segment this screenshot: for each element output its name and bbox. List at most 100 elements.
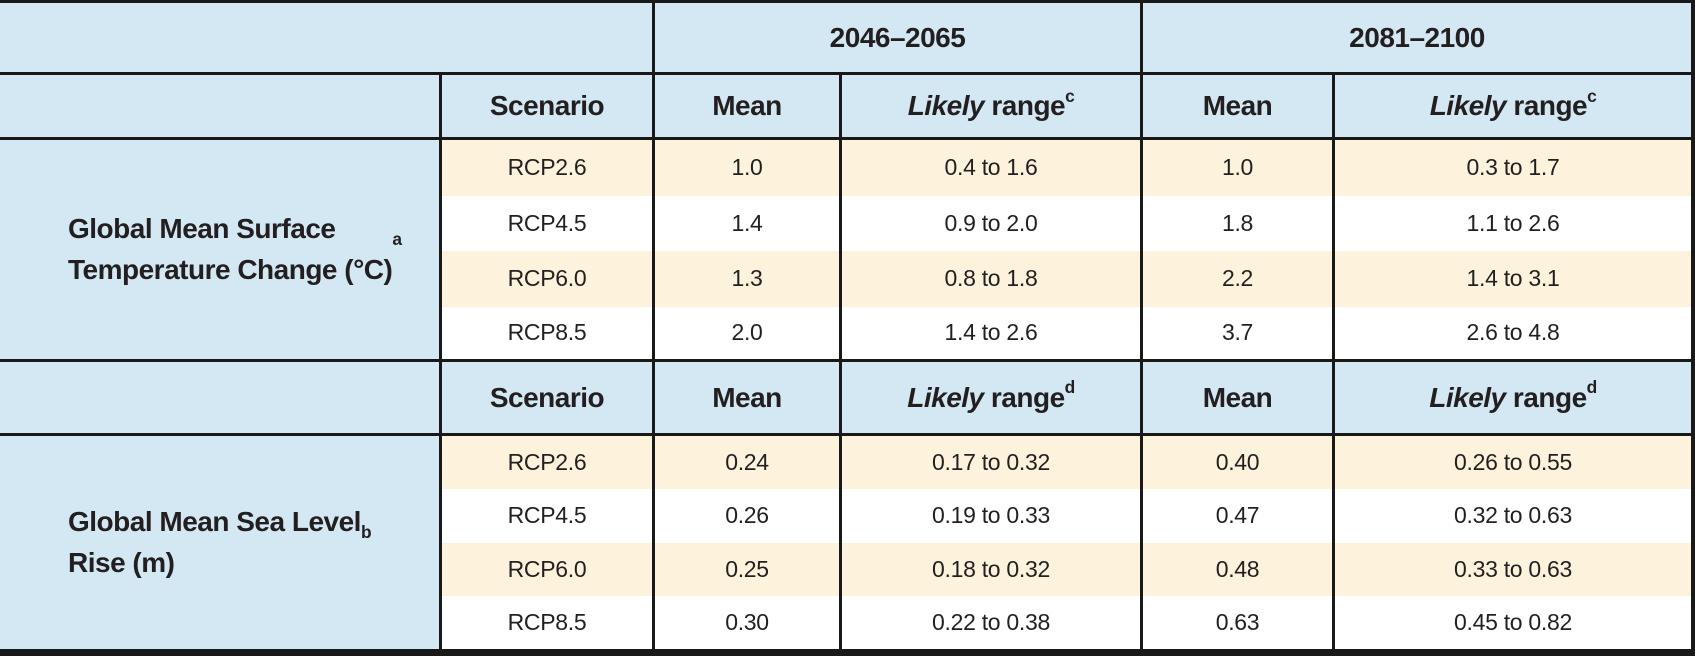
range-value: 0.3 to 1.7 — [1466, 154, 1560, 181]
blank-header-cell — [0, 75, 439, 140]
footnote-marker: c — [1065, 85, 1075, 106]
range-value: 0.32 to 0.63 — [1454, 502, 1572, 529]
range-value: 0.22 to 0.38 — [932, 608, 1050, 635]
range-far-cell: 1.4 to 3.1 — [1332, 251, 1691, 307]
likely-word: Likely — [907, 381, 984, 413]
likely-range-column-header-far: Likely range d — [1332, 362, 1691, 436]
range-near-cell: 0.17 to 0.32 — [839, 436, 1140, 490]
likely-word: Likely — [907, 90, 985, 121]
scenario-value: RCP8.5 — [507, 319, 587, 346]
range-near-cell: 0.19 to 0.33 — [839, 489, 1140, 543]
range-value: 0.26 to 0.55 — [1454, 449, 1572, 476]
scenario-cell: RCP2.6 — [439, 140, 652, 196]
range-word: range — [1512, 381, 1587, 413]
mean-near-cell: 0.30 — [652, 595, 839, 649]
footnote-marker: a — [392, 229, 402, 250]
mean-value: 0.40 — [1215, 449, 1260, 476]
section-label-text: Global Mean Surface Temperature Change (… — [68, 212, 393, 285]
mean-value: 1.4 — [731, 209, 763, 236]
range-far-cell: 0.45 to 0.82 — [1332, 595, 1691, 649]
scenario-header-label: Scenario — [489, 381, 605, 413]
range-value: 0.8 to 1.8 — [944, 265, 1038, 292]
scenario-cell: RCP2.6 — [439, 436, 652, 490]
range-near-cell: 0.9 to 2.0 — [839, 195, 1140, 251]
range-value: 0.4 to 1.6 — [944, 154, 1038, 181]
mean-column-header-near: Mean — [652, 75, 839, 140]
mean-near-cell: 0.24 — [652, 436, 839, 490]
scenario-cell: RCP8.5 — [439, 595, 652, 649]
mean-far-cell: 0.40 — [1140, 436, 1332, 490]
mean-value: 1.0 — [1221, 154, 1254, 181]
mean-value: 3.7 — [1221, 319, 1254, 346]
likely-range-column-header-near: Likely range d — [839, 362, 1140, 436]
mean-far-cell: 0.47 — [1140, 489, 1332, 543]
mean-value: 2.0 — [731, 319, 763, 346]
mean-near-cell: 1.3 — [652, 251, 839, 307]
period-label: 2081–2100 — [1349, 21, 1485, 53]
range-far-cell: 2.6 to 4.8 — [1332, 306, 1691, 362]
mean-near-cell: 1.0 — [652, 140, 839, 196]
mean-value: 0.47 — [1215, 502, 1260, 529]
scenario-cell: RCP4.5 — [439, 195, 652, 251]
mean-value: 0.25 — [725, 555, 769, 582]
range-near-cell: 0.8 to 1.8 — [839, 251, 1140, 307]
likely-range-column-header-far: Likely range c — [1332, 75, 1691, 140]
range-near-cell: 0.4 to 1.6 — [839, 140, 1140, 196]
scenario-cell: RCP6.0 — [439, 542, 652, 596]
range-far-cell: 0.26 to 0.55 — [1332, 436, 1691, 490]
range-value: 0.45 to 0.82 — [1454, 608, 1572, 635]
range-near-cell: 0.22 to 0.38 — [839, 595, 1140, 649]
section-label-text: Global Mean Sea Level Rise (m) — [68, 505, 361, 578]
footnote-marker: b — [360, 522, 372, 543]
mean-far-cell: 1.8 — [1140, 195, 1332, 251]
mean-near-cell: 0.26 — [652, 489, 839, 543]
mean-header-label: Mean — [712, 381, 782, 413]
mean-value: 1.8 — [1221, 209, 1254, 236]
blank-header-cell — [0, 362, 439, 436]
mean-value: 2.2 — [1221, 265, 1254, 292]
range-value: 1.4 to 2.6 — [944, 319, 1038, 346]
range-value: 0.19 to 0.33 — [932, 502, 1050, 529]
range-value: 2.6 to 4.8 — [1466, 319, 1560, 346]
mean-header-label: Mean — [1202, 90, 1273, 121]
section-label-sea-level: Global Mean Sea Level Rise (m) b — [0, 436, 439, 649]
mean-column-header-far: Mean — [1140, 75, 1332, 140]
range-near-cell: 1.4 to 2.6 — [839, 306, 1140, 362]
mean-value: 0.48 — [1215, 555, 1260, 582]
likely-word: Likely — [1429, 90, 1507, 121]
range-word: range — [991, 90, 1066, 121]
mean-near-cell: 1.4 — [652, 195, 839, 251]
likely-word: Likely — [1429, 381, 1506, 413]
period-header-near-term: 2046–2065 — [652, 3, 1140, 75]
scenario-cell: RCP6.0 — [439, 251, 652, 307]
footnote-marker: c — [1587, 85, 1597, 106]
section-label-temperature: Global Mean Surface Temperature Change (… — [0, 140, 439, 362]
scenario-value: RCP8.5 — [507, 608, 587, 635]
scenario-value: RCP6.0 — [507, 265, 587, 292]
mean-value: 0.26 — [725, 502, 769, 529]
period-label: 2046–2065 — [829, 21, 966, 53]
mean-value: 0.24 — [725, 449, 769, 476]
range-far-cell: 0.32 to 0.63 — [1332, 489, 1691, 543]
range-value: 1.1 to 2.6 — [1466, 209, 1560, 236]
mean-header-label: Mean — [712, 90, 782, 121]
scenario-value: RCP4.5 — [507, 209, 587, 236]
range-value: 0.9 to 2.0 — [944, 209, 1038, 236]
mean-far-cell: 1.0 — [1140, 140, 1332, 196]
mean-far-cell: 0.48 — [1140, 542, 1332, 596]
likely-range-column-header-near: Likely range c — [839, 75, 1140, 140]
top-left-blank-cell — [0, 3, 652, 75]
footnote-marker: d — [1586, 377, 1598, 398]
range-word: range — [990, 381, 1065, 413]
mean-near-cell: 0.25 — [652, 542, 839, 596]
scenario-value: RCP2.6 — [507, 449, 587, 476]
scenario-column-header: Scenario — [439, 75, 652, 140]
scenario-value: RCP2.6 — [507, 154, 587, 181]
range-value: 0.18 to 0.32 — [932, 555, 1050, 582]
mean-near-cell: 2.0 — [652, 306, 839, 362]
range-far-cell: 1.1 to 2.6 — [1332, 195, 1691, 251]
mean-value: 1.0 — [731, 154, 763, 181]
scenario-value: RCP6.0 — [507, 555, 587, 582]
range-far-cell: 0.3 to 1.7 — [1332, 140, 1691, 196]
scenario-cell: RCP4.5 — [439, 489, 652, 543]
